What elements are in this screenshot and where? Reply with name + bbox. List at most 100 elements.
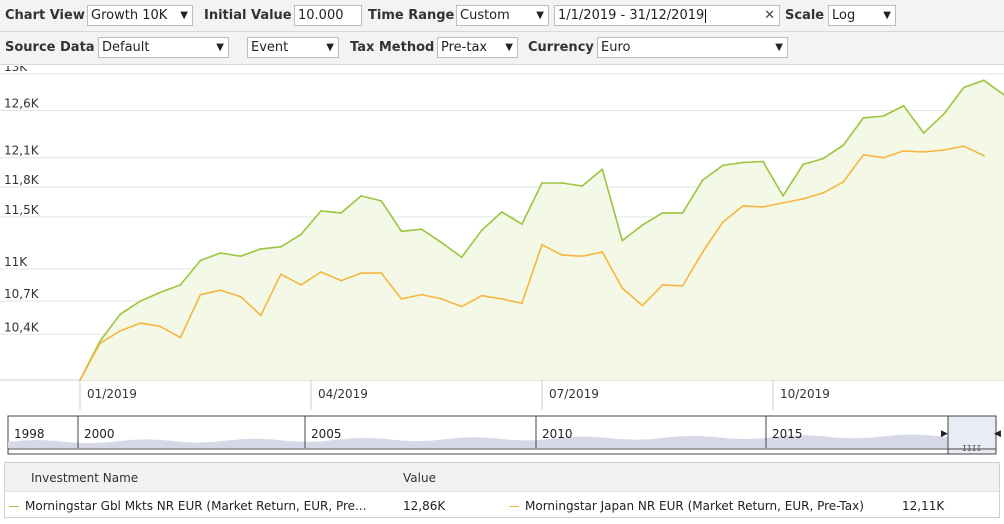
navigator-frame xyxy=(7,415,997,455)
series-point-1 xyxy=(641,304,644,307)
legend-item-japan[interactable]: Morningstar Japan NR EUR (Market Return,… xyxy=(509,499,864,513)
series-point-1 xyxy=(681,285,684,287)
navigator-year-label: 2000 xyxy=(84,427,115,441)
close-icon[interactable]: ✕ xyxy=(764,8,775,23)
series-point-0 xyxy=(621,239,624,242)
series-point-0 xyxy=(882,115,885,117)
chevron-down-icon: ▼ xyxy=(216,42,224,53)
series-point-0 xyxy=(983,79,985,82)
series-point-1 xyxy=(661,284,664,286)
series-point-1 xyxy=(842,181,845,183)
series-point-0 xyxy=(822,157,825,160)
chevron-down-icon: ▼ xyxy=(505,42,513,53)
chart-view-select[interactable]: Growth 10K ▼ xyxy=(87,5,193,26)
series-point-1 xyxy=(962,145,965,148)
series-point-1 xyxy=(500,298,503,300)
series-point-0 xyxy=(440,241,443,244)
series-point-0 xyxy=(701,179,704,181)
legend-header-name: Investment Name xyxy=(31,471,139,485)
series-point-1 xyxy=(340,279,342,282)
series-point-0 xyxy=(721,164,724,167)
initial-value-input[interactable]: 10.000 xyxy=(294,5,362,26)
area-fill xyxy=(80,80,1004,381)
currency-select[interactable]: Euro ▼ xyxy=(597,37,788,58)
x-tick-label: 10/2019 xyxy=(780,387,830,401)
chevron-down-icon: ▼ xyxy=(883,10,891,21)
series-point-1 xyxy=(541,243,543,246)
scale-label: Scale xyxy=(785,8,825,23)
series-point-1 xyxy=(802,198,804,200)
series-point-1 xyxy=(440,298,443,300)
series-point-0 xyxy=(681,212,684,214)
time-range-select[interactable]: Custom ▼ xyxy=(456,5,549,26)
navigator[interactable]: 1998 2000 2005 2010 2015 IIII ▶ ◀ xyxy=(7,415,1001,455)
series-point-1 xyxy=(79,379,81,381)
legend-item-gbl[interactable]: Morningstar Gbl Mkts NR EUR (Market Retu… xyxy=(9,499,366,513)
series-point-1 xyxy=(259,314,262,317)
series-point-0 xyxy=(500,211,503,213)
series-point-1 xyxy=(922,151,925,153)
y-tick-label: 10,4K xyxy=(4,320,40,334)
series-point-0 xyxy=(561,182,563,184)
date-range-input[interactable]: 1/1/2019 - 31/12/2019 ✕ xyxy=(554,5,780,26)
event-select[interactable]: Event ▼ xyxy=(247,37,339,58)
series-point-1 xyxy=(360,272,363,274)
series-layer xyxy=(79,79,1004,381)
series-point-1 xyxy=(742,205,744,207)
series-point-0 xyxy=(862,117,865,119)
series-point-1 xyxy=(99,342,101,345)
series-point-0 xyxy=(601,168,604,171)
series-point-1 xyxy=(420,293,423,296)
series-point-1 xyxy=(460,305,463,308)
series-point-1 xyxy=(119,330,122,332)
series-point-1 xyxy=(862,153,865,156)
initial-value-label: Initial Value xyxy=(204,8,292,23)
series-point-0 xyxy=(259,248,262,250)
series-point-0 xyxy=(802,163,804,166)
series-point-1 xyxy=(902,150,905,152)
navigator-selection xyxy=(947,415,997,455)
legend-swatch xyxy=(509,506,519,507)
series-point-0 xyxy=(400,230,403,233)
series-point-0 xyxy=(119,313,122,316)
series-point-0 xyxy=(460,256,463,259)
series-point-0 xyxy=(842,144,845,147)
series-point-0 xyxy=(902,104,905,107)
series-point-0 xyxy=(782,195,784,197)
navigator-year-label: 2010 xyxy=(542,427,573,441)
toolbar-secondary: Source Data Default ▼ Event ▼ Tax Method… xyxy=(0,32,1004,65)
currency-label: Currency xyxy=(528,40,594,55)
triangle-left-icon: ◀ xyxy=(994,429,1001,439)
series-point-0 xyxy=(962,86,965,89)
series-point-1 xyxy=(942,149,945,151)
legend-value-gbl: 12,86K xyxy=(403,499,446,513)
series-line-1 xyxy=(79,145,985,381)
series-point-0 xyxy=(320,210,322,212)
series-point-1 xyxy=(983,154,985,157)
x-axis: 01/2019 04/2019 07/2019 10/2019 xyxy=(87,387,830,401)
series-point-0 xyxy=(541,182,543,184)
series-point-0 xyxy=(521,223,523,226)
series-point-0 xyxy=(179,284,182,286)
series-point-1 xyxy=(400,298,403,300)
y-tick-label: 12,6K xyxy=(4,96,40,110)
text-cursor xyxy=(705,8,707,23)
series-point-1 xyxy=(139,322,142,324)
series-point-0 xyxy=(762,160,764,163)
legend-header-value: Value xyxy=(403,471,436,485)
chevron-down-icon: ▼ xyxy=(536,10,544,21)
source-data-select[interactable]: Default ▼ xyxy=(98,37,229,58)
legend-swatch xyxy=(9,506,19,507)
tax-method-select[interactable]: Pre-tax ▼ xyxy=(437,37,518,58)
series-point-1 xyxy=(701,251,704,253)
scale-select[interactable]: Log ▼ xyxy=(828,5,896,26)
series-point-0 xyxy=(942,113,945,116)
series-point-1 xyxy=(159,325,162,328)
series-point-1 xyxy=(601,251,604,253)
series-point-1 xyxy=(521,302,523,305)
tax-method-label: Tax Method xyxy=(350,40,435,55)
series-point-0 xyxy=(641,224,644,227)
series-point-1 xyxy=(300,284,302,286)
series-point-1 xyxy=(762,206,764,208)
navigator-year-label: 2005 xyxy=(311,427,342,441)
